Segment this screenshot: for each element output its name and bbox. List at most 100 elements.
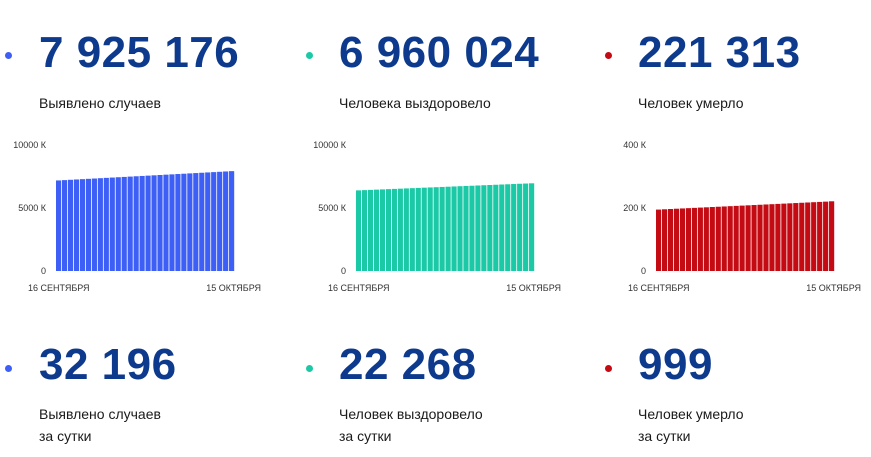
bar [656,209,662,271]
deaths-daily-dot [605,365,612,372]
bar [193,173,199,271]
bar [769,204,775,271]
bar [727,206,733,271]
bar [721,206,727,271]
bar [439,186,445,271]
cases-chart: 0 5000 К 10000 К 16 СЕНТЯБРЯ 15 ОКТЯБРЯ [13,140,261,293]
bar [409,188,415,271]
bar [811,202,817,271]
bar [697,207,703,271]
y-tick-label: 10000 К [13,140,47,150]
deaths-total-value: 221 313 [638,28,801,77]
y-tick-label: 0 [341,266,346,276]
bar [103,177,109,271]
bar [463,185,469,271]
bar [169,174,175,271]
cases-daily-label-line1: Выявлено случаев [39,406,161,422]
bar [187,173,193,271]
bar [181,173,187,271]
bar [709,207,715,271]
bar [397,188,403,271]
bar [763,204,769,271]
bar [733,205,739,271]
bar [829,201,835,271]
bar [691,207,697,271]
bar [115,177,121,271]
bar [469,185,475,271]
bar [457,186,463,271]
x-tick-label-end: 15 ОКТЯБРЯ [806,283,861,293]
x-tick-label-start: 16 СЕНТЯБРЯ [328,283,390,293]
bar [385,189,391,271]
bar [739,205,745,271]
bar [205,172,211,271]
cases-dot [5,52,12,59]
bar [751,205,757,271]
bar [781,203,787,271]
bar [715,206,721,271]
bar [505,184,511,271]
bar [523,183,529,271]
bar [85,178,91,271]
recovered-dot [306,52,313,59]
bar [511,184,517,271]
bar [793,203,799,271]
bar [56,180,62,271]
bar [379,189,386,271]
bar [661,209,668,271]
bar [91,178,97,271]
bar [667,209,674,271]
bar [133,176,139,271]
bar [493,184,499,271]
bar [361,190,368,271]
bar [481,185,487,271]
bar [445,186,451,271]
bar [391,188,397,271]
bar [703,207,709,271]
recovered-daily-label-line2: за сутки [339,428,392,444]
bar [79,179,86,271]
x-tick-label-start: 16 СЕНТЯБРЯ [628,283,690,293]
bar [529,183,535,271]
deaths-total-label: Человек умерло [638,95,744,111]
bar [127,176,133,271]
recovered-daily-value: 22 268 [339,340,477,389]
deaths-daily-label-line2: за сутки [638,428,691,444]
y-tick-label: 400 К [623,140,647,150]
bar [97,178,103,271]
bar [499,184,505,271]
cases-total-label: Выявлено случаев [39,95,161,111]
deaths-daily-label-line1: Человек умерло [638,406,744,422]
bar [475,185,481,271]
y-tick-label: 0 [41,266,46,276]
bar [427,187,433,271]
bar [421,187,427,271]
bar [775,203,781,271]
bar [415,187,421,271]
y-tick-label: 10000 К [313,140,347,150]
cases-total-value: 7 925 176 [39,28,240,77]
bar [787,203,793,271]
bar [823,201,829,271]
bar [67,179,74,271]
recovered-daily-label-line1: Человек выздоровело [339,406,483,422]
deaths-dot [605,52,612,59]
bar [673,208,680,271]
bar [356,190,362,271]
recovered-total-value: 6 960 024 [339,28,540,77]
bar [223,171,229,271]
y-tick-label: 5000 К [18,203,47,213]
bar [805,202,811,271]
bar [367,189,374,271]
bar [487,185,493,271]
x-tick-label-end: 15 ОКТЯБРЯ [506,283,561,293]
bar [109,177,115,271]
bar [757,204,763,271]
bar [199,172,205,271]
bar [151,175,157,271]
bar [817,201,823,271]
bar [517,183,523,271]
bar [403,188,409,271]
deaths-chart: 0 200 К 400 К 16 СЕНТЯБРЯ 15 ОКТЯБРЯ [623,140,861,293]
bar [373,189,380,271]
